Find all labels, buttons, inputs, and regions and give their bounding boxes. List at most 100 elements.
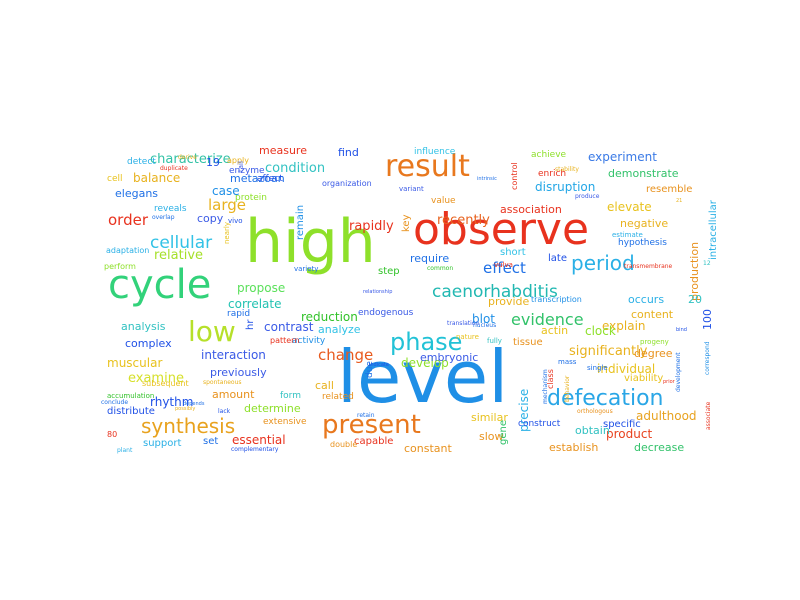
cloud-word: demonstrate: [608, 167, 679, 180]
cloud-word: vivo: [228, 217, 243, 225]
cloud-word: hypothesis: [618, 238, 667, 248]
cloud-word: value: [431, 196, 456, 206]
cloud-word: accumulation: [107, 392, 154, 400]
cloud-word: enzyme: [229, 166, 265, 176]
cloud-word: translation: [447, 320, 479, 327]
cloud-word: distribute: [107, 406, 155, 417]
cloud-word: actin: [541, 324, 568, 337]
cloud-word: level: [337, 335, 508, 419]
cloud-word: mechanism: [542, 369, 549, 404]
cloud-word: cell: [107, 174, 123, 184]
cloud-word: elegans: [115, 187, 158, 200]
cloud-word: activity: [292, 336, 326, 346]
cloud-word: lack: [218, 408, 231, 415]
cloud-word: specific: [603, 419, 641, 430]
cloud-word: explain: [602, 319, 646, 333]
cloud-word: due: [365, 361, 375, 378]
cloud-word: large: [208, 196, 246, 214]
cloud-word: nearly: [223, 222, 231, 244]
cloud-word: examine: [128, 371, 184, 386]
cloud-word: relative: [154, 248, 203, 263]
cloud-word: enrich: [538, 169, 566, 179]
cloud-word: produce: [575, 193, 600, 200]
cloud-word: detect: [127, 157, 156, 167]
cloud-word: rapidly: [349, 219, 394, 234]
cloud-word: viability: [624, 373, 663, 384]
cloud-word: hr: [245, 319, 256, 330]
cloud-word: copy: [197, 212, 224, 225]
cloud-word: negative: [620, 217, 668, 230]
cloud-word: class: [546, 369, 555, 389]
cloud-word: develop: [401, 356, 449, 370]
cloud-word: period: [571, 251, 635, 275]
cloud-word: transmembrane: [624, 263, 673, 270]
cloud-word: disruption: [535, 180, 595, 194]
cloud-word: amount: [212, 388, 255, 401]
cloud-word: duplicate: [160, 165, 188, 172]
cloud-word: depends: [183, 401, 205, 407]
cloud-word: determine: [244, 402, 301, 415]
cloud-word: previously: [210, 366, 267, 379]
cloud-word: related: [322, 392, 354, 402]
cloud-word: synthesis: [141, 414, 235, 438]
cloud-word: apply: [227, 156, 249, 165]
cloud-word: variant: [399, 185, 424, 193]
cloud-word: affect: [257, 174, 283, 184]
cloud-word: 80: [107, 430, 117, 439]
cloud-word: 100: [701, 309, 714, 330]
cloud-word: contrast: [264, 320, 314, 334]
cloud-word: evidence: [511, 310, 584, 329]
cloud-word: metazoan: [230, 172, 285, 185]
cloud-word: organization: [322, 179, 372, 188]
cloud-word: derive: [178, 154, 197, 161]
cloud-word: observe: [413, 204, 589, 255]
cloud-word: clock: [585, 324, 616, 338]
cloud-word: tissue: [513, 337, 543, 348]
cloud-word: gene: [498, 420, 509, 445]
cloud-word: interaction: [201, 348, 266, 362]
cloud-word: provide: [488, 295, 530, 308]
cloud-word: essential: [232, 433, 286, 447]
cloud-word: characterize: [150, 152, 231, 167]
cloud-word: variety: [294, 265, 318, 273]
cloud-word: fully: [487, 337, 502, 345]
cloud-word: precise: [517, 389, 531, 432]
cloud-word: transcription: [531, 295, 582, 304]
cloud-word: 20: [688, 293, 702, 306]
cloud-word: present: [322, 410, 421, 440]
cloud-word: constant: [404, 442, 453, 455]
cloud-word: possibly: [175, 406, 195, 412]
cloud-word: indicate: [369, 362, 389, 368]
cloud-word: associate: [705, 401, 712, 430]
cloud-word: defecation: [547, 386, 664, 411]
cloud-word: control: [510, 162, 519, 190]
cloud-word: product: [606, 427, 652, 441]
cloud-word: establish: [549, 441, 598, 454]
cloud-word: prior: [663, 379, 676, 385]
cloud-word: significantly: [569, 344, 648, 359]
cloud-word: elevate: [607, 200, 652, 214]
cloud-word: effect: [483, 259, 526, 277]
cloud-word: step: [378, 266, 400, 277]
cloud-word: subsequent: [142, 379, 189, 388]
cloud-word: embryonic: [420, 351, 478, 364]
cloud-word: propose: [237, 281, 285, 295]
cloud-word: perform: [104, 262, 136, 271]
cloud-word: reveals: [154, 204, 187, 214]
cloud-word: analyze: [318, 323, 361, 336]
cloud-word: rapid: [227, 309, 250, 319]
cloud-word: blot: [472, 312, 495, 326]
cloud-word: phase: [390, 328, 462, 356]
cloud-word: adulthood: [636, 409, 697, 423]
cloud-word: recently: [437, 213, 490, 228]
cloud-word: bind: [676, 327, 687, 333]
cloud-word: complex: [125, 337, 172, 350]
cloud-word: low: [188, 315, 236, 348]
cloud-word: spontaneous: [203, 379, 242, 386]
cloud-word: condition: [265, 161, 325, 176]
cloud-word: similar: [471, 411, 508, 424]
cloud-word: key: [401, 214, 412, 232]
cloud-word: correspond: [704, 341, 711, 375]
cloud-word: retain: [357, 412, 375, 419]
cloud-word: construct: [518, 419, 561, 429]
